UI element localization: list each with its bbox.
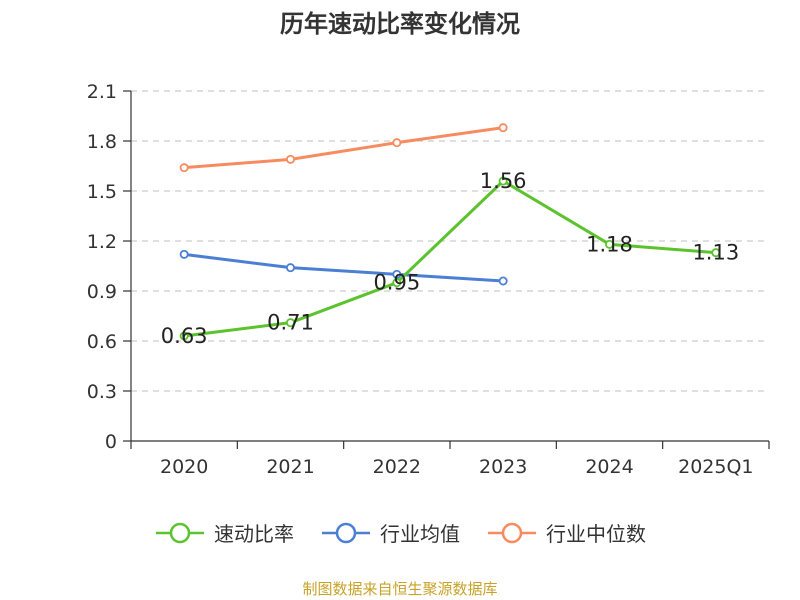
data-source-note: 制图数据来自恒生聚源数据库 bbox=[302, 580, 498, 598]
legend-swatch-industry-median bbox=[486, 521, 538, 545]
x-tick-label: 2020 bbox=[160, 456, 208, 478]
data-point-industry_avg bbox=[498, 276, 508, 286]
data-label: 0.71 bbox=[267, 311, 314, 335]
data-point-industry_avg bbox=[392, 269, 402, 279]
x-tick-label: 2022 bbox=[373, 456, 421, 478]
data-point-industry_median bbox=[285, 154, 295, 164]
legend-label-quick-ratio: 速动比率 bbox=[214, 522, 294, 546]
data-point-industry_avg bbox=[285, 263, 295, 273]
y-tick-label: 1.8 bbox=[87, 131, 117, 153]
legend-item-quick-ratio[interactable]: 速动比率 bbox=[154, 518, 294, 547]
x-tick-label: 2024 bbox=[585, 456, 633, 478]
legend-label-industry-median: 行业中位数 bbox=[546, 522, 646, 546]
chart-title: 历年速动比率变化情况 bbox=[280, 10, 520, 38]
series-line-quick_ratio bbox=[182, 179, 718, 338]
legend-label-industry-avg: 行业均值 bbox=[380, 522, 460, 546]
series-line-industry_avg bbox=[182, 252, 505, 283]
data-label: 1.13 bbox=[692, 241, 739, 265]
data-label: 1.56 bbox=[480, 169, 527, 193]
series-line-industry_median bbox=[182, 126, 505, 170]
data-point-quick_ratio bbox=[605, 239, 615, 249]
data-label: 1.18 bbox=[586, 232, 633, 256]
legend-swatch-industry-avg bbox=[320, 521, 372, 545]
y-tick-label: 0 bbox=[105, 431, 117, 453]
x-tick-label: 2025Q1 bbox=[678, 456, 753, 478]
data-point-industry_median bbox=[179, 163, 189, 173]
data-point-industry_median bbox=[498, 123, 508, 133]
x-tick-label: 2021 bbox=[266, 456, 314, 478]
y-tick-label: 2.1 bbox=[87, 81, 117, 103]
data-label: 0.95 bbox=[373, 271, 420, 295]
data-label: 0.63 bbox=[161, 324, 208, 348]
data-point-quick_ratio bbox=[498, 176, 508, 186]
x-tick-label: 2023 bbox=[479, 456, 527, 478]
legend-marker-quick-ratio bbox=[169, 522, 191, 543]
y-tick-label: 0.3 bbox=[87, 381, 117, 403]
data-point-quick_ratio bbox=[285, 318, 295, 328]
data-point-industry_median bbox=[392, 138, 402, 148]
data-point-quick_ratio bbox=[711, 248, 721, 258]
legend-marker-industry-avg bbox=[335, 522, 357, 543]
data-point-quick_ratio bbox=[392, 278, 402, 288]
legend-swatch-quick-ratio bbox=[154, 521, 206, 545]
y-tick-label: 0.9 bbox=[87, 281, 117, 303]
y-tick-label: 1.2 bbox=[87, 231, 117, 253]
legend-item-industry-avg[interactable]: 行业均值 bbox=[320, 518, 460, 547]
legend: 速动比率 行业均值 行业中位数 bbox=[0, 518, 800, 547]
y-tick-label: 0.6 bbox=[87, 331, 117, 353]
y-tick-label: 1.5 bbox=[87, 181, 117, 203]
data-point-industry_avg bbox=[179, 249, 189, 259]
legend-marker-industry-median bbox=[501, 522, 523, 543]
legend-item-industry-median[interactable]: 行业中位数 bbox=[486, 518, 646, 547]
data-point-quick_ratio bbox=[179, 331, 189, 341]
